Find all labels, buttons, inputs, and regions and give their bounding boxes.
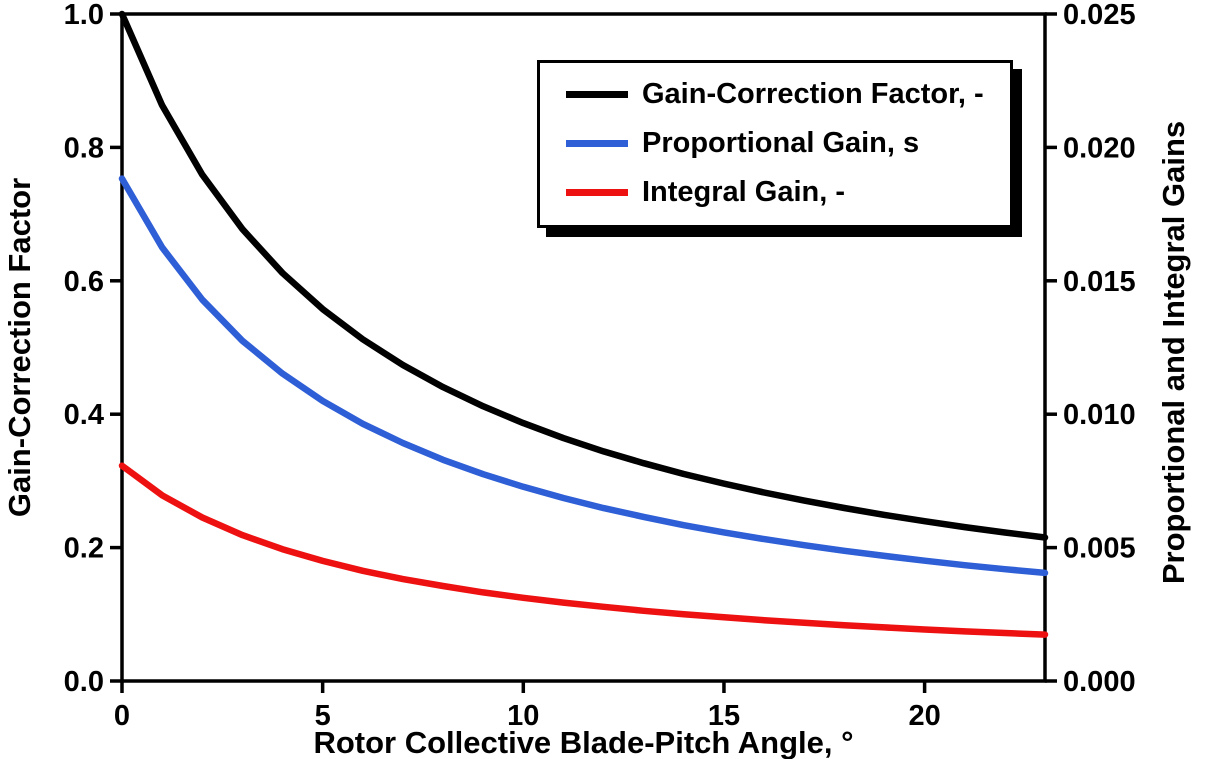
- y-right-tick-label: 0.000: [1063, 666, 1136, 698]
- legend-label-gain-correction: Gain-Correction Factor, -: [642, 78, 984, 110]
- legend-item-gain-correction: Gain-Correction Factor, -: [566, 78, 984, 111]
- y-left-tick-label: 0.8: [64, 132, 104, 164]
- x-tick-label: 20: [908, 700, 940, 732]
- series-line-2: [118, 462, 1049, 638]
- y-right-tick-label: 0.005: [1063, 533, 1136, 565]
- x-tick-label: 10: [507, 700, 539, 732]
- y-left-tick-label: 0.2: [64, 533, 104, 565]
- y-left-tick-label: 1.0: [64, 0, 104, 31]
- y-left-tick-label: 0.6: [64, 266, 104, 298]
- legend-item-integral-gain: Integral Gain, -: [566, 175, 984, 209]
- x-tick-label: 5: [315, 700, 331, 732]
- x-axis-title: Rotor Collective Blade-Pitch Angle, °: [313, 725, 853, 759]
- y-left-tick-label: 0.0: [64, 666, 104, 698]
- legend-line-swatch-black: [566, 91, 628, 99]
- x-tick-label: 15: [708, 700, 740, 732]
- y-right-tick-label: 0.020: [1063, 132, 1136, 164]
- y-left-axis-title: Gain-Correction Factor: [2, 178, 37, 517]
- series-line-1: [118, 175, 1049, 577]
- y-right-tick-label: 0.010: [1063, 399, 1136, 431]
- y-right-tick-label: 0.025: [1063, 0, 1136, 31]
- y-left-tick-label: 0.4: [64, 399, 104, 431]
- y-right-tick-label: 0.015: [1063, 266, 1136, 298]
- legend-line-swatch-red: [566, 189, 628, 197]
- series-line-0: [118, 10, 1049, 541]
- legend-label-proportional-gain: Proportional Gain, s: [642, 126, 920, 159]
- legend-label-integral-gain: Integral Gain, -: [642, 175, 846, 208]
- y-right-axis-title: Proportional and Integral Gains: [1156, 121, 1191, 584]
- legend-line-swatch-blue: [566, 140, 628, 148]
- plot-frame: [120, 12, 1047, 683]
- chart-legend: Gain-Correction Factor, - Proportional G…: [537, 60, 1013, 228]
- x-tick-label: 0: [114, 700, 130, 732]
- legend-item-proportional-gain: Proportional Gain, s: [566, 126, 984, 160]
